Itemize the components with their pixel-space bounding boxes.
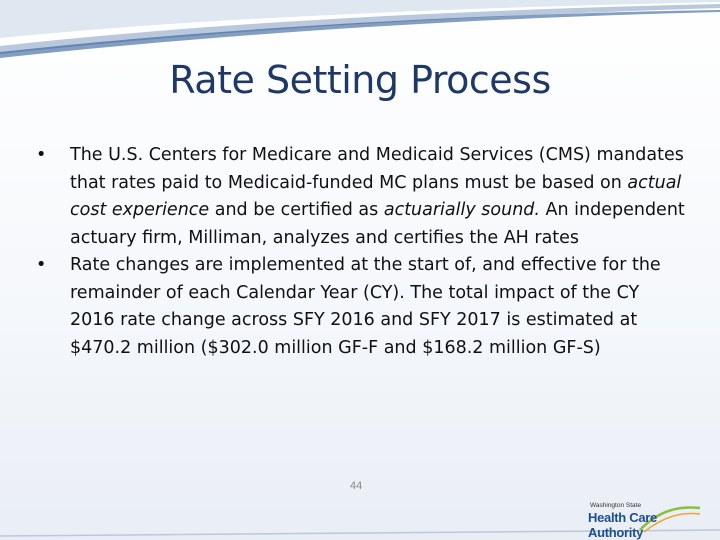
header-swoosh-band (0, 0, 720, 58)
footer-line (0, 529, 720, 537)
bullet-item: • The U.S. Centers for Medicare and Medic… (36, 142, 686, 252)
italic-phrase: actuarially sound. (383, 200, 540, 220)
logo-big-text: Health Care Authority (588, 510, 657, 540)
hca-logo: Washington State Health Care Authority (584, 500, 704, 540)
text-run: An independent actuary firm, Milliman, a… (70, 200, 685, 248)
text-run: and be certified as (209, 200, 384, 220)
page-number: 44 (350, 480, 363, 492)
bullet-dot: • (36, 255, 47, 275)
text-run: Rate changes are implemented at the star… (70, 255, 661, 358)
slide-title: Rate Setting Process (169, 58, 551, 102)
bullet-dot: • (36, 145, 47, 165)
logo-swoosh-icon (639, 506, 701, 533)
text-run: The U.S. Centers for Medicare and Medica… (70, 145, 684, 193)
italic-phrase: actual cost experience (70, 172, 682, 221)
bullet-text: Rate changes are implemented at the star… (70, 252, 686, 362)
logo-small-text: Washington State (590, 502, 642, 509)
bullet-item: • Rate changes are implemented at the sta… (36, 252, 686, 362)
bullet-list: • The U.S. Centers for Medicare and Medic… (36, 142, 686, 362)
bullet-text: The U.S. Centers for Medicare and Medica… (70, 142, 686, 252)
